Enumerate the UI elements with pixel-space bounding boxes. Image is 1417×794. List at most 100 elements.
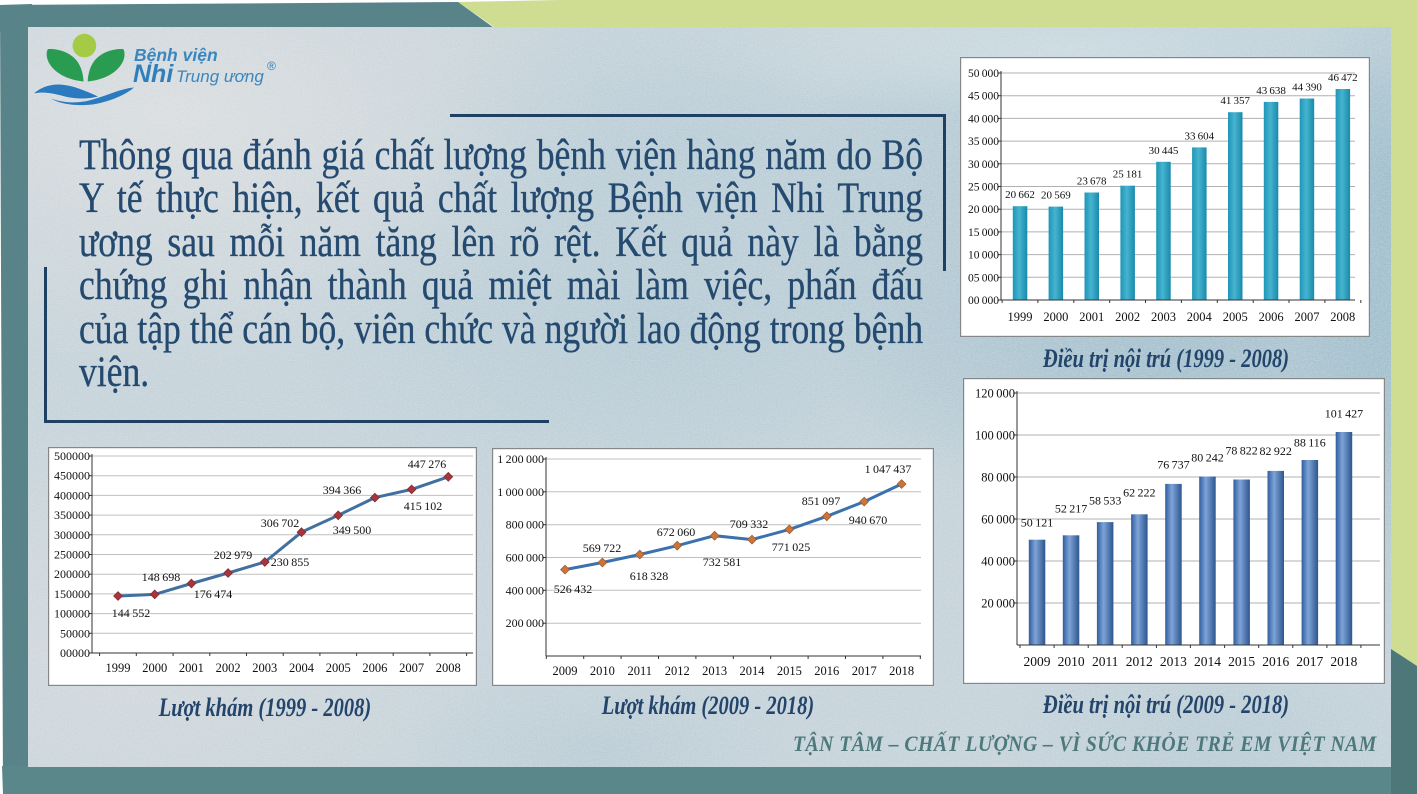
svg-text:10 000: 10 000 <box>968 250 999 262</box>
svg-text:00 000: 00 000 <box>968 295 999 307</box>
svg-text:2002: 2002 <box>216 661 241 675</box>
svg-text:33 604: 33 604 <box>1184 130 1214 142</box>
svg-text:394 366: 394 366 <box>323 483 361 497</box>
svg-text:43 638: 43 638 <box>1256 85 1286 97</box>
svg-text:20 000: 20 000 <box>981 597 1015 611</box>
svg-text:1999: 1999 <box>106 661 131 675</box>
svg-text:35 000: 35 000 <box>968 136 999 148</box>
svg-text:2014: 2014 <box>740 664 766 678</box>
svg-text:2018: 2018 <box>1330 654 1357 669</box>
svg-text:20 000: 20 000 <box>968 204 999 216</box>
svg-text:176 474: 176 474 <box>194 587 232 601</box>
svg-text:2012: 2012 <box>1126 654 1153 669</box>
svg-text:2005: 2005 <box>326 661 351 675</box>
svg-text:400 000: 400 000 <box>506 583 544 597</box>
svg-text:50 121: 50 121 <box>1021 516 1053 530</box>
svg-text:2018: 2018 <box>889 664 914 678</box>
svg-text:2006: 2006 <box>362 661 387 675</box>
svg-text:30 000: 30 000 <box>968 159 999 171</box>
svg-text:80 000: 80 000 <box>981 471 1015 485</box>
svg-text:88 116: 88 116 <box>1294 436 1326 450</box>
svg-text:100000: 100000 <box>54 607 90 621</box>
svg-text:41 357: 41 357 <box>1220 95 1250 107</box>
svg-text:2003: 2003 <box>1151 310 1176 324</box>
svg-text:306 702: 306 702 <box>261 516 299 530</box>
svg-text:732 581: 732 581 <box>703 555 741 569</box>
svg-text:618 328: 618 328 <box>630 569 668 583</box>
svg-text:150000: 150000 <box>54 587 90 601</box>
svg-text:349 500: 349 500 <box>333 523 371 537</box>
svg-text:80 242: 80 242 <box>1191 451 1223 465</box>
svg-text:2017: 2017 <box>1296 654 1323 669</box>
svg-text:447 276: 447 276 <box>408 457 446 471</box>
svg-text:2012: 2012 <box>665 664 690 678</box>
svg-text:45 000: 45 000 <box>968 91 999 103</box>
svg-text:569 722: 569 722 <box>583 541 621 555</box>
svg-text:2010: 2010 <box>1058 654 1085 669</box>
svg-text:1 200 000: 1 200 000 <box>497 452 544 466</box>
svg-text:®: ® <box>267 59 276 73</box>
svg-text:2005: 2005 <box>1223 310 1248 324</box>
svg-text:200 000: 200 000 <box>506 616 544 630</box>
svg-text:Bệnh viện: Bệnh viện <box>134 45 218 65</box>
svg-text:40 000: 40 000 <box>968 113 999 125</box>
svg-text:2007: 2007 <box>1295 310 1320 324</box>
svg-text:2001: 2001 <box>179 661 204 675</box>
svg-text:526 432: 526 432 <box>554 582 592 596</box>
svg-text:76 737: 76 737 <box>1157 458 1189 472</box>
svg-text:450000: 450000 <box>54 469 90 483</box>
svg-text:771 025: 771 025 <box>772 540 810 554</box>
svg-text:46 472: 46 472 <box>1328 72 1358 84</box>
svg-text:415 102: 415 102 <box>404 499 442 513</box>
svg-text:500000: 500000 <box>54 449 90 463</box>
svg-text:250000: 250000 <box>54 548 90 562</box>
svg-text:709 332: 709 332 <box>730 517 768 531</box>
svg-text:2015: 2015 <box>1228 654 1255 669</box>
svg-text:2016: 2016 <box>1262 654 1289 669</box>
svg-text:30 445: 30 445 <box>1149 145 1179 157</box>
svg-text:2008: 2008 <box>436 661 461 675</box>
svg-text:2004: 2004 <box>289 661 315 675</box>
svg-text:Trung ương: Trung ương <box>176 67 264 86</box>
svg-text:2017: 2017 <box>852 664 877 678</box>
svg-text:1 000 000: 1 000 000 <box>497 485 544 499</box>
svg-text:2008: 2008 <box>1330 310 1355 324</box>
svg-text:2007: 2007 <box>399 661 424 675</box>
svg-text:400000: 400000 <box>54 488 90 502</box>
svg-text:2013: 2013 <box>1160 654 1187 669</box>
svg-text:940 670: 940 670 <box>849 513 887 527</box>
svg-text:52 217: 52 217 <box>1055 502 1087 516</box>
svg-text:200000: 200000 <box>54 567 90 581</box>
svg-text:2009: 2009 <box>553 664 578 678</box>
svg-text:851 097: 851 097 <box>802 494 840 508</box>
svg-text:101 427: 101 427 <box>1325 407 1363 421</box>
svg-text:60 000: 60 000 <box>981 513 1015 527</box>
svg-text:300000: 300000 <box>54 528 90 542</box>
svg-text:2013: 2013 <box>702 664 727 678</box>
svg-text:Nhi: Nhi <box>133 60 174 88</box>
svg-text:2014: 2014 <box>1194 654 1221 669</box>
svg-text:144 552: 144 552 <box>112 606 150 620</box>
svg-text:25 000: 25 000 <box>968 182 999 194</box>
svg-text:2000: 2000 <box>142 661 167 675</box>
svg-text:2015: 2015 <box>777 664 802 678</box>
svg-text:230 855: 230 855 <box>271 555 309 569</box>
svg-text:2002: 2002 <box>1115 310 1140 324</box>
svg-text:202 979: 202 979 <box>214 548 252 562</box>
svg-text:00000: 00000 <box>60 646 90 660</box>
svg-text:44 390: 44 390 <box>1292 82 1322 94</box>
svg-text:1999: 1999 <box>1008 310 1033 324</box>
svg-text:50000: 50000 <box>60 626 90 640</box>
svg-text:25 181: 25 181 <box>1113 169 1143 181</box>
svg-text:120 000: 120 000 <box>975 387 1015 401</box>
svg-text:2011: 2011 <box>628 664 653 678</box>
svg-text:20 662: 20 662 <box>1005 189 1035 201</box>
svg-text:82 922: 82 922 <box>1259 444 1291 458</box>
svg-text:40 000: 40 000 <box>981 555 1015 569</box>
svg-text:58 533: 58 533 <box>1089 494 1121 508</box>
svg-text:62 222: 62 222 <box>1123 486 1155 500</box>
svg-text:2003: 2003 <box>252 661 277 675</box>
svg-text:600 000: 600 000 <box>506 551 544 565</box>
svg-text:2001: 2001 <box>1079 310 1104 324</box>
svg-text:148 698: 148 698 <box>142 570 180 584</box>
